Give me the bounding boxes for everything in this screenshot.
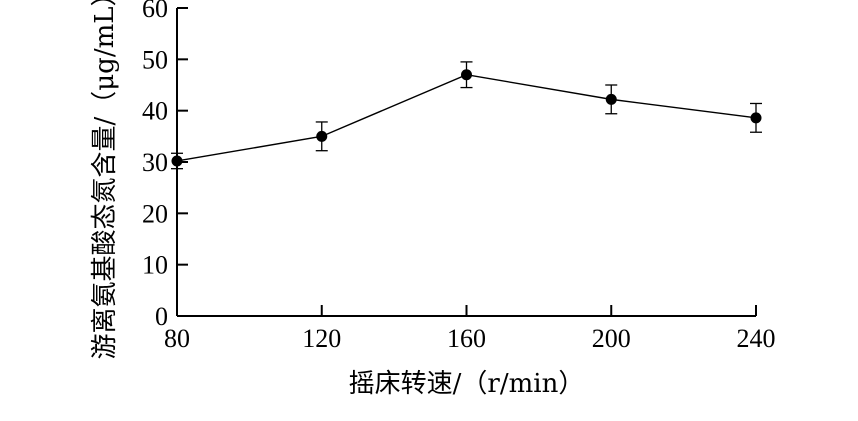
- y-tick-label-60: 60: [142, 0, 168, 23]
- ticks: [176, 7, 757, 317]
- y-tick-label-0: 0: [155, 302, 168, 331]
- x-axis-title: 摇床转速/（r/min）: [349, 369, 585, 399]
- tick-labels: 0 10 20 30 40 50 60 80 120 160 200 240: [142, 0, 776, 353]
- y-axis-title: 游离氨基酸态氮含量/（μg/mL）: [90, 0, 120, 359]
- y-tick-label-40: 40: [142, 97, 168, 126]
- data-point-160: [461, 69, 472, 81]
- data-point-80: [171, 155, 183, 167]
- axis-titles: 摇床转速/（r/min） 游离氨基酸态氮含量/（μg/mL）: [90, 0, 584, 399]
- series-layer: [171, 61, 762, 170]
- x-tick-label-160: 160: [447, 324, 486, 353]
- data-point-120: [316, 130, 328, 142]
- x-tick-label-80: 80: [164, 324, 190, 353]
- x-tick-label-200: 200: [592, 324, 631, 353]
- data-point-240: [750, 112, 762, 124]
- data-point-200: [605, 93, 617, 105]
- y-tick-label-10: 10: [142, 251, 168, 280]
- axes: [176, 8, 756, 317]
- x-tick-label-240: 240: [737, 324, 776, 353]
- x-tick-label-120: 120: [302, 324, 341, 353]
- y-tick-label-20: 20: [142, 199, 168, 228]
- y-tick-label-50: 50: [142, 45, 168, 74]
- y-tick-label-30: 30: [142, 148, 168, 177]
